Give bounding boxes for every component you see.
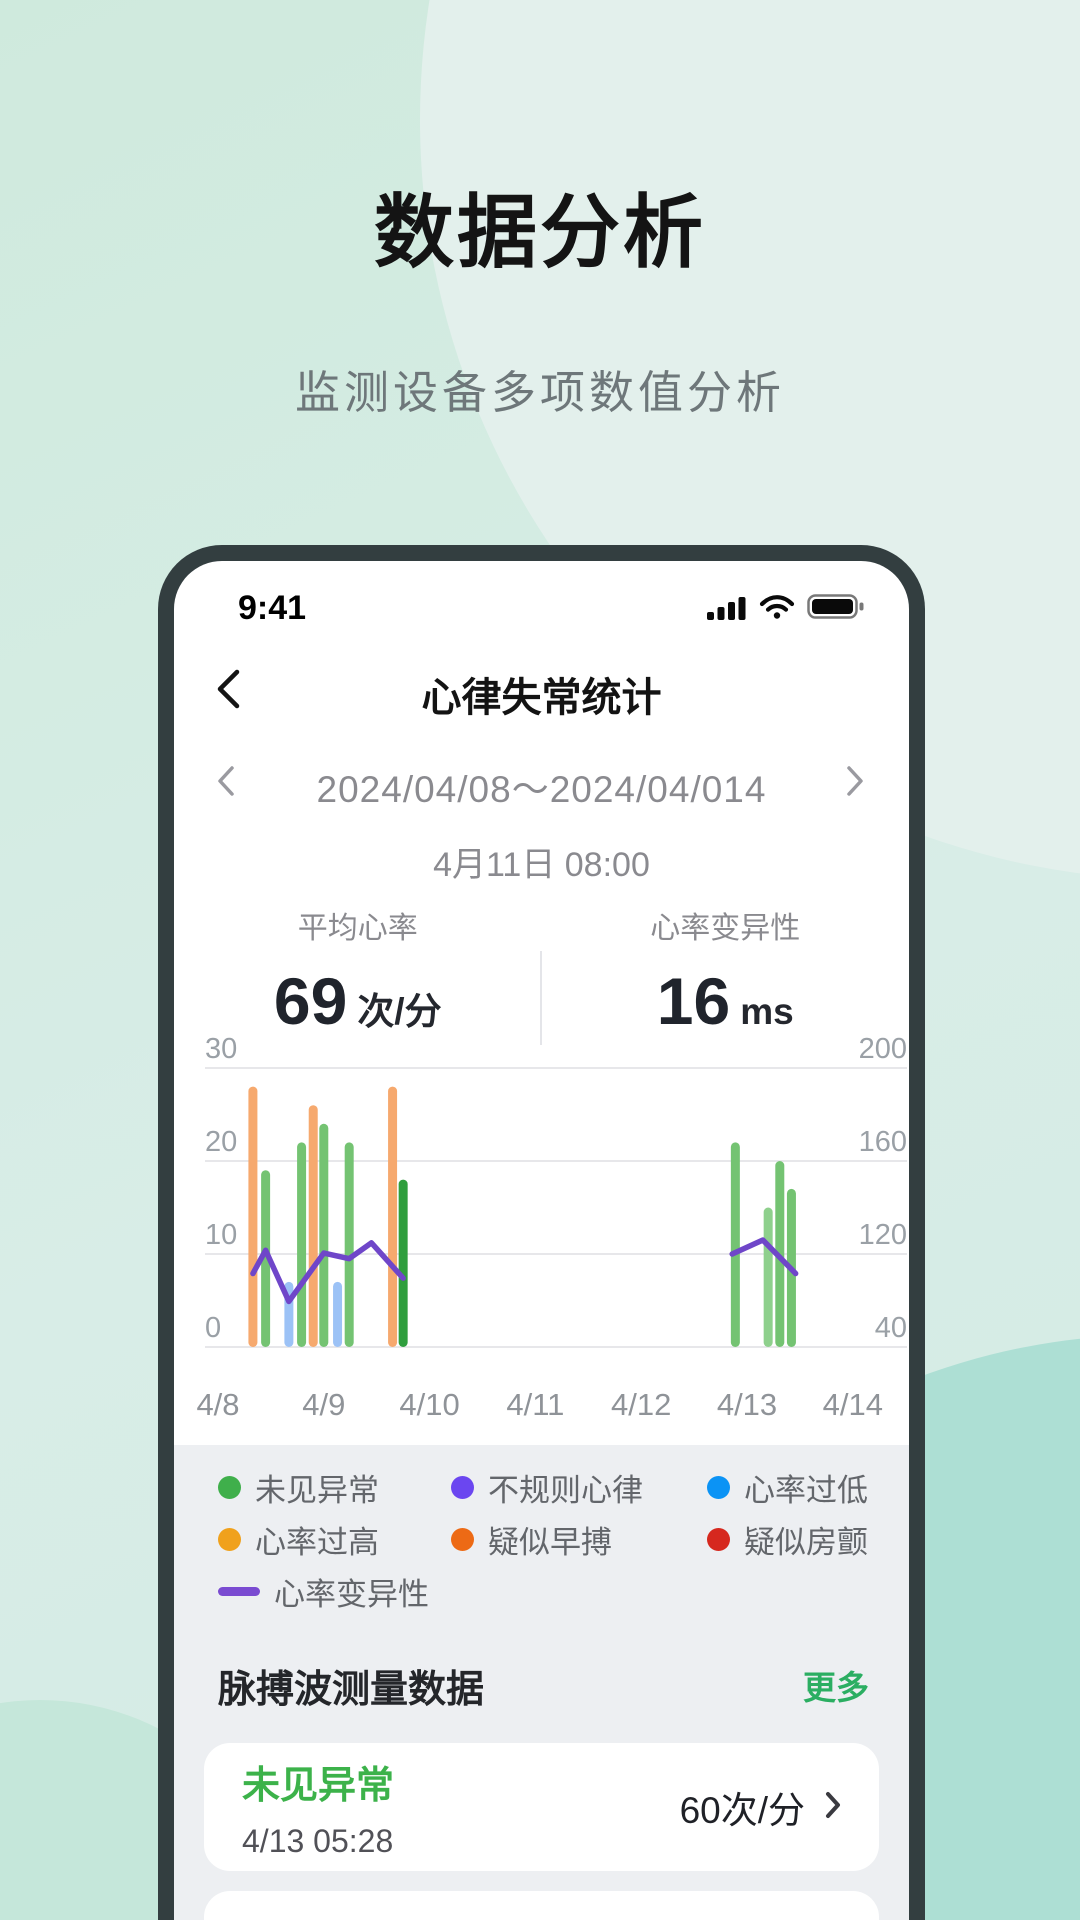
svg-text:4/10: 4/10 <box>399 1387 459 1422</box>
stat-value: 16 <box>656 964 731 1038</box>
stats-row: 平均心率 69 次/分 心率变异性 16 ms <box>174 899 909 1059</box>
page-subtitle: 监测设备多项数值分析 <box>294 367 785 418</box>
legend-item: 疑似房颤 <box>707 1523 909 1560</box>
chevron-right-icon <box>825 1791 841 1824</box>
legend-label: 不规则心律 <box>488 1472 643 1508</box>
svg-text:20: 20 <box>205 1126 237 1158</box>
status-time: 9:41 <box>238 589 307 627</box>
legend-dot-swatch <box>707 1527 730 1551</box>
stat-unit: 次/分 <box>357 991 442 1032</box>
svg-text:4/14: 4/14 <box>823 1387 883 1422</box>
svg-text:160: 160 <box>859 1126 907 1158</box>
measurement-value: 60次/分 <box>679 1790 805 1831</box>
chevron-left-icon <box>216 669 242 713</box>
stat-unit: ms <box>740 991 794 1032</box>
stats-divider <box>540 951 542 1045</box>
legend-label: 心率变异性 <box>274 1576 429 1612</box>
measurement-card-partial[interactable] <box>204 1891 879 1920</box>
date-range-label: 2024/04/08～2024/04/014 <box>316 769 767 810</box>
stat-hrv: 心率变异性 16 ms <box>542 899 910 1059</box>
legend-label: 心率过高 <box>255 1524 379 1560</box>
svg-text:30: 30 <box>205 1033 237 1065</box>
svg-text:4/11: 4/11 <box>506 1387 564 1422</box>
page-title: 数据分析 <box>374 188 706 277</box>
legend-item: 不规则心律 <box>451 1471 707 1508</box>
legend-item: 疑似早搏 <box>451 1523 707 1560</box>
prev-week-button[interactable] <box>216 765 238 799</box>
legend-dot-swatch <box>218 1475 241 1499</box>
legend-dot-swatch <box>218 1527 241 1551</box>
back-button[interactable] <box>216 669 242 709</box>
wifi-icon <box>759 594 795 625</box>
legend-label: 未见异常 <box>255 1472 379 1508</box>
svg-text:40: 40 <box>875 1312 907 1344</box>
selected-datetime-label: 4月11日 08:00 <box>433 846 650 884</box>
status-bar: 9:41 <box>174 585 909 633</box>
chevron-right-icon <box>845 766 865 801</box>
nav-bar: 心律失常统计 <box>174 657 909 721</box>
cellular-signal-icon <box>707 594 747 625</box>
measurement-card[interactable]: 未见异常 4/13 05:28 60次/分 <box>204 1743 879 1871</box>
svg-text:4/13: 4/13 <box>717 1387 777 1422</box>
legend-item: 未见异常 <box>218 1471 451 1508</box>
measurement-status: 未见异常 <box>242 1765 395 1807</box>
svg-text:4/8: 4/8 <box>196 1387 239 1422</box>
status-icons <box>707 593 865 625</box>
nav-title: 心律失常统计 <box>421 676 662 720</box>
pulse-section-header: 脉搏波测量数据 更多 <box>218 1661 869 1711</box>
legend-dot-swatch <box>451 1475 474 1499</box>
legend-item: 心率过高 <box>218 1523 451 1560</box>
svg-text:10: 10 <box>205 1219 237 1251</box>
pulse-section-title: 脉搏波测量数据 <box>218 1668 485 1711</box>
arrhythmia-chart[interactable]: 30 200 20 160 10 120 0 40 4/8 4/9 4/10 4/11 4/12 4/13… <box>174 1031 909 1426</box>
svg-text:4/9: 4/9 <box>302 1387 345 1422</box>
svg-text:4/12: 4/12 <box>611 1387 671 1422</box>
lower-section: 未见异常 不规则心律 心率过低心率过高 疑似早搏 疑似房颤心率变异性 脉搏波测量数据 更… <box>174 1445 909 1920</box>
legend-item: 心率变异性 <box>218 1575 451 1612</box>
phone-screen: 9:41 <box>174 561 909 1920</box>
stat-value: 69 <box>273 964 348 1038</box>
more-link[interactable]: 更多 <box>803 1669 869 1706</box>
legend-line-swatch <box>218 1586 260 1596</box>
legend-dot-swatch <box>707 1475 730 1499</box>
legend-item: 心率过低 <box>707 1471 909 1508</box>
date-picker: 2024/04/08～2024/04/014 <box>174 755 909 810</box>
chevron-left-icon <box>216 766 236 801</box>
next-week-button[interactable] <box>845 765 867 799</box>
battery-icon <box>807 593 865 625</box>
svg-text:0: 0 <box>205 1312 221 1344</box>
legend-label: 疑似房颤 <box>744 1524 868 1560</box>
legend-label: 心率过低 <box>744 1472 868 1508</box>
legend-label: 疑似早搏 <box>488 1524 612 1560</box>
svg-text:200: 200 <box>859 1033 907 1065</box>
stat-label: 平均心率 <box>297 912 418 945</box>
phone-mockup: 9:41 <box>158 545 925 1920</box>
svg-text:120: 120 <box>859 1219 907 1251</box>
legend: 未见异常 不规则心律 心率过低心率过高 疑似早搏 疑似房颤心率变异性 <box>174 1445 909 1612</box>
stat-average-heart-rate: 平均心率 69 次/分 <box>174 899 542 1059</box>
measurement-datetime: 4/13 05:28 <box>242 1823 394 1859</box>
stat-label: 心率变异性 <box>650 912 801 945</box>
legend-dot-swatch <box>451 1527 474 1551</box>
